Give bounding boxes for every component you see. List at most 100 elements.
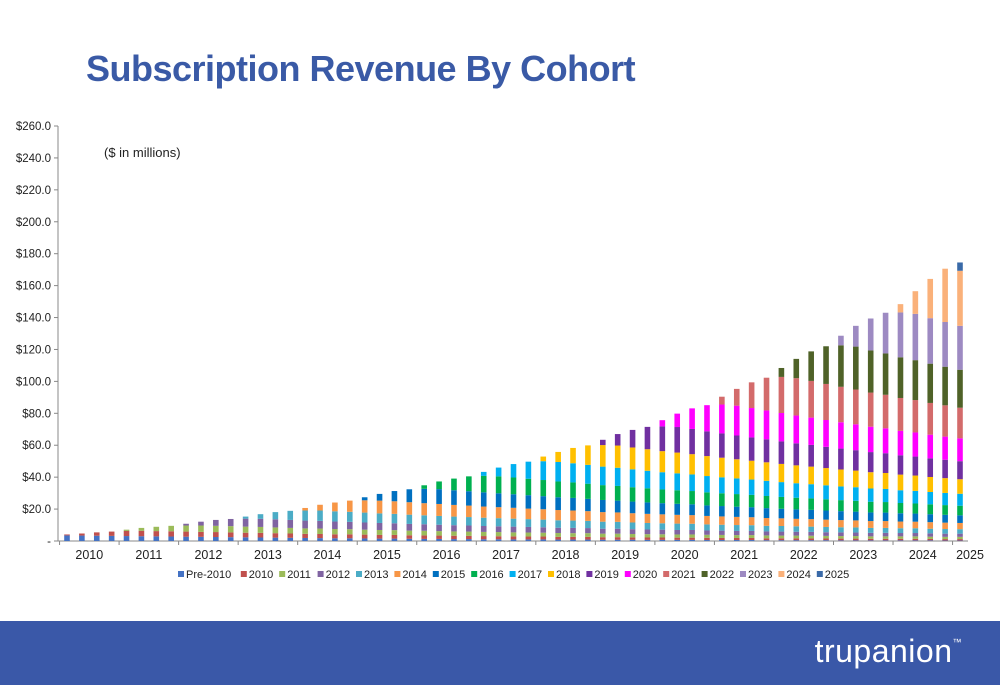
bar-segment [763, 518, 770, 526]
bar-segment [897, 528, 904, 534]
bar-segment [674, 537, 681, 540]
bar-segment [689, 504, 695, 516]
x-tick-label: 2024 [909, 548, 937, 562]
bar-segment [763, 462, 770, 481]
bar-segment [555, 510, 561, 521]
x-tick-label: 2010 [75, 548, 103, 562]
bar-segment [466, 505, 472, 518]
bar-segment [704, 534, 710, 538]
chart-bars [64, 262, 963, 541]
bar-segment [704, 530, 710, 535]
bar-segment [793, 483, 800, 498]
bar-segment [480, 539, 487, 541]
bar-segment [778, 441, 785, 464]
bar-segment [733, 388, 740, 406]
bar-segment [317, 528, 323, 534]
bar-segment [689, 474, 695, 492]
bar-segment [867, 521, 874, 528]
bar-segment [853, 325, 859, 347]
bar-segment [793, 538, 800, 541]
bar-segment [897, 397, 904, 431]
bar-segment [674, 473, 681, 491]
bar-segment [317, 504, 323, 511]
y-tick-label: $160.0 [16, 281, 51, 293]
bar-segment [748, 479, 755, 495]
bar-segment [882, 527, 889, 533]
bar-segment [644, 529, 651, 535]
bar-segment [123, 536, 130, 541]
bar-segment [287, 519, 294, 528]
bar-segment [629, 429, 636, 448]
bar-segment [600, 528, 606, 534]
bar-segment [614, 528, 621, 534]
bar-segment [853, 346, 859, 390]
bar-segment [808, 498, 814, 510]
bar-segment [585, 464, 591, 484]
bar-segment [853, 538, 859, 541]
bar-segment [614, 467, 621, 486]
bar-segment [540, 532, 547, 537]
bar-segment [629, 447, 636, 470]
bar-segment [882, 540, 889, 541]
bar-segment [361, 534, 368, 539]
bar-segment [332, 502, 338, 512]
bar-segment [510, 494, 517, 508]
bar-segment [957, 533, 963, 537]
bar-segment [421, 538, 427, 541]
bar-segment [733, 478, 740, 495]
bar-segment [361, 538, 368, 541]
bar-segment [391, 534, 398, 539]
bar-segment [183, 536, 189, 541]
bar-segment [540, 461, 547, 481]
bar-segment [927, 533, 934, 537]
bar-segment [376, 538, 383, 541]
bar-segment [451, 490, 457, 505]
bar-segment [659, 472, 666, 490]
bar-segment [540, 509, 547, 520]
bar-segment [629, 533, 636, 538]
bar-segment [823, 446, 829, 469]
bar-segment [733, 537, 740, 541]
bar-segment [570, 510, 576, 521]
bar-segment [689, 428, 695, 455]
bar-segment [644, 426, 651, 450]
bar-segment [555, 527, 561, 534]
bar-segment [704, 540, 710, 541]
bar-segment [927, 434, 934, 459]
bar-segment [957, 270, 963, 326]
bar-segment [242, 526, 249, 533]
bar-segment [257, 537, 264, 541]
bar-segment [79, 535, 85, 541]
bar-segment [838, 422, 844, 449]
bar-segment [733, 405, 740, 436]
bar-segment [659, 529, 666, 535]
bar-segment [897, 540, 904, 541]
bar-segment [123, 530, 130, 537]
y-tick-label: $200.0 [16, 217, 51, 229]
bar-segment [480, 536, 487, 540]
y-tick-label: $120.0 [16, 344, 51, 356]
bar-segment [957, 515, 963, 523]
bar-segment [778, 526, 785, 532]
bar-segment [510, 507, 517, 519]
bar-segment [704, 537, 710, 541]
bar-segment [64, 534, 70, 536]
bar-segment [525, 536, 532, 540]
bar-segment [600, 439, 606, 446]
bar-segment [183, 523, 189, 526]
bar-segment [79, 533, 85, 536]
bar-segment [867, 527, 874, 533]
bar-segment [600, 537, 606, 540]
bar-segment [719, 477, 725, 494]
bar-segment [838, 448, 844, 470]
bar-segment [689, 408, 695, 429]
legend-label: 2010 [249, 569, 273, 581]
legend-swatch [509, 571, 516, 577]
bar-segment [763, 410, 770, 440]
bar-segment [823, 420, 829, 447]
bar-segment [808, 531, 814, 536]
bar-segment [600, 445, 606, 467]
bar-segment [227, 537, 234, 541]
bar-segment [391, 523, 398, 531]
legend-label: 2021 [671, 569, 695, 581]
